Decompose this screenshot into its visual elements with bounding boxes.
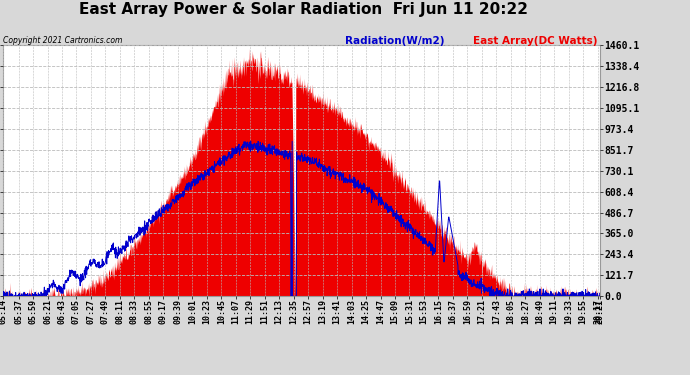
Text: East Array Power & Solar Radiation  Fri Jun 11 20:22: East Array Power & Solar Radiation Fri J…: [79, 2, 528, 17]
Text: Copyright 2021 Cartronics.com: Copyright 2021 Cartronics.com: [3, 36, 123, 45]
Text: East Array(DC Watts): East Array(DC Watts): [473, 36, 597, 46]
Text: Radiation(W/m2): Radiation(W/m2): [345, 36, 444, 46]
